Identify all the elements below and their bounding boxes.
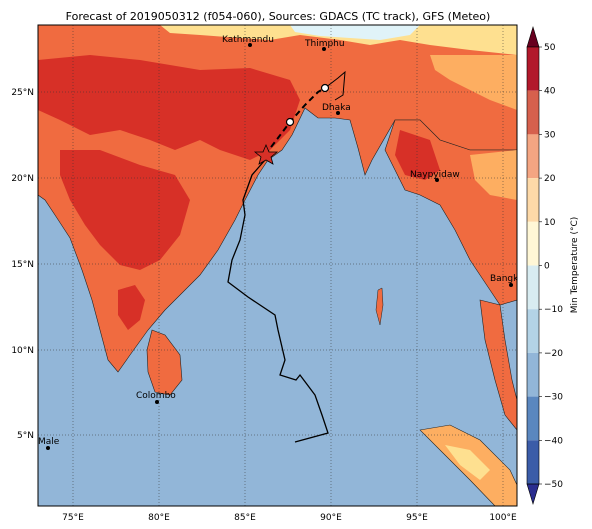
colorbar-bin (527, 134, 539, 179)
city-markers (46, 43, 513, 450)
sumatra-cool (445, 445, 490, 480)
lon-label: 95°E (406, 513, 428, 523)
lat-axis-labels: 25°N 20°N 15°N 10°N 5°N (11, 88, 34, 441)
colorbar-bin (527, 396, 539, 441)
myanmar-mild (470, 150, 517, 200)
colorbar-tick-label: 10 (544, 218, 556, 228)
sri-lanka (146, 329, 183, 396)
lat-label: 5°N (17, 431, 34, 441)
map-area: Kathmandu Thimphu Dhaka Naypyidaw Bangko… (38, 25, 530, 506)
colorbar-bin (527, 265, 539, 310)
colorbar-bin (527, 90, 539, 135)
himalaya-cold (290, 25, 420, 40)
malay-peninsula (479, 299, 517, 431)
colorbar-tick-label: 30 (544, 130, 556, 140)
colorbar-extend-max (526, 25, 540, 48)
colorbar-bin (527, 221, 539, 266)
city-label-kathmandu: Kathmandu (222, 35, 274, 45)
colorbar-bin (527, 309, 539, 353)
lon-label: 90°E (320, 513, 342, 523)
hot-zone-north (38, 55, 300, 160)
lat-label: 10°N (11, 346, 34, 356)
colorbar-bin (527, 440, 539, 484)
lon-label: 85°E (234, 513, 256, 523)
city-label-thimphu: Thimphu (304, 39, 345, 49)
city-label-naypyidaw: Naypyidaw (410, 170, 460, 180)
tc-forecast-point-2 (320, 83, 330, 93)
colorbar-bin (527, 178, 539, 222)
lon-label: 100°E (489, 513, 517, 523)
colorbar-tick-label: −30 (544, 393, 563, 403)
colorbar-tick-label: −50 (544, 480, 563, 490)
himalaya-band (160, 25, 517, 55)
colorbar-label: Min Temperature (°C) (570, 217, 580, 314)
lat-label: 15°N (11, 260, 34, 270)
map-title: Forecast of 2019050312 (f054-060), Sourc… (66, 10, 491, 23)
tc-track-observed (227, 159, 329, 443)
colorbar-tick-label: 50 (544, 43, 556, 53)
colorbar-tick-label: 20 (544, 174, 556, 184)
colorbar-tick-label: −40 (544, 436, 563, 446)
map-frame (37, 24, 518, 507)
myanmar-hot (395, 130, 440, 180)
hot-zone-south (118, 285, 145, 330)
colorbar-tick-label: −20 (544, 349, 563, 359)
city-label-colombo: Colombo (136, 391, 176, 401)
lon-axis-labels: 75°E 80°E 85°E 90°E 95°E 100°E (62, 513, 517, 523)
tc-track-forecast (264, 87, 326, 156)
tc-current-position-star (253, 143, 279, 165)
city-label-male: Male (38, 437, 60, 447)
lat-label: 25°N (11, 88, 34, 98)
colorbar-bin (527, 47, 539, 91)
colorbar-tick-label: 40 (544, 87, 556, 97)
lon-label: 75°E (62, 513, 84, 523)
lon-label: 80°E (148, 513, 170, 523)
colorbar-extend-min (526, 483, 540, 506)
colorbar-tick-label: 0 (544, 262, 550, 272)
city-label-bangkok: Bangkok (490, 274, 530, 284)
tc-forecast-point (285, 117, 295, 127)
hot-zone-central (60, 150, 190, 270)
northeast-mild (430, 55, 517, 110)
colorbar-bin (527, 352, 539, 397)
tc-track-tail (324, 70, 346, 101)
lat-label: 20°N (11, 174, 34, 184)
graticule (38, 25, 517, 506)
colorbar: 50 40 30 20 10 0 −10 −20 −30 −40 −50 (526, 25, 563, 506)
city-label-dhaka: Dhaka (322, 103, 351, 113)
colorbar-tick-label: −10 (544, 305, 563, 315)
andaman-islands (375, 287, 384, 326)
